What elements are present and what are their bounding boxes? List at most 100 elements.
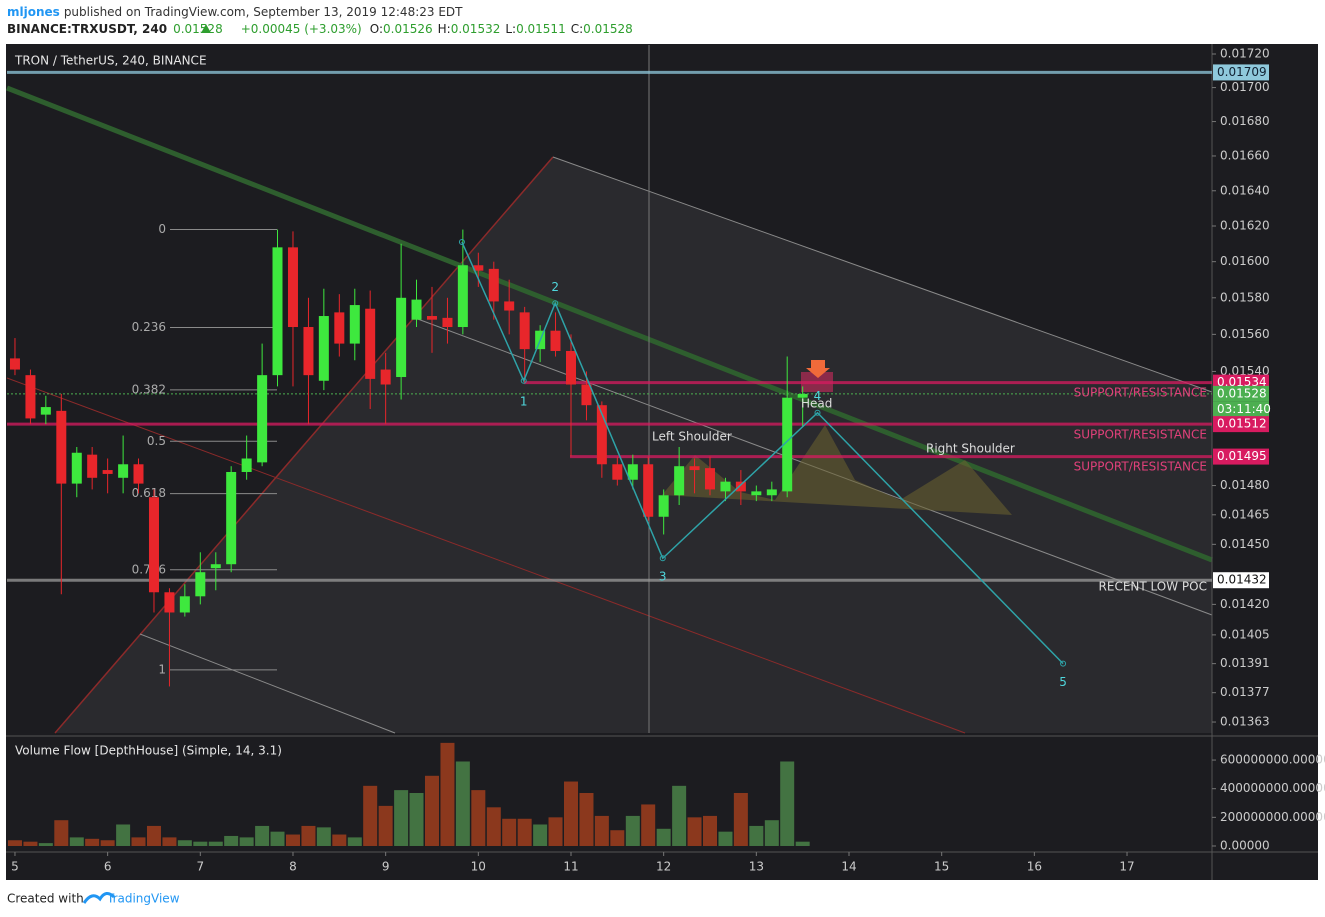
- ohlc-value: 0.01511: [516, 22, 566, 36]
- candle-body: [118, 464, 129, 478]
- x-tick-label: 15: [934, 860, 949, 874]
- fib-label: 0.786: [132, 562, 166, 576]
- volume-bar: [332, 834, 347, 846]
- header-line: mljones published on TradingView.com, Sep…: [7, 5, 463, 19]
- volume-bar: [780, 761, 795, 846]
- candle-body: [751, 491, 762, 496]
- x-tick-label: 7: [196, 860, 204, 874]
- wave-point: [520, 377, 527, 384]
- ohlc-label: L:: [505, 22, 516, 36]
- trend-line: [139, 633, 396, 734]
- wave-line: [461, 241, 1064, 665]
- brand-logo: [82, 892, 116, 904]
- y-tick-label: 0.01600: [1220, 254, 1270, 268]
- y-tick-label: 0.01480: [1220, 478, 1270, 492]
- candle-body: [179, 596, 190, 613]
- candle-body: [210, 564, 221, 569]
- candle-body: [442, 317, 453, 328]
- volume-bar: [424, 775, 439, 846]
- footer-brand[interactable]: TradingView: [106, 892, 180, 906]
- price-tag-label: 0.01432: [1217, 573, 1267, 587]
- volume-bar: [131, 837, 146, 846]
- y-tick-label: 0.01560: [1220, 327, 1270, 341]
- pane-title: Volume Flow [DepthHouse] (Simple, 14, 3.…: [15, 744, 282, 758]
- annotation: Left Shoulder: [652, 430, 732, 444]
- trend-line: [6, 85, 1213, 563]
- x-tick-label: 5: [11, 860, 19, 874]
- price-tag-label: 0.01534: [1217, 375, 1267, 389]
- annotation: Head: [801, 397, 832, 411]
- ohlc-label: O:: [370, 22, 383, 36]
- candle-body: [689, 466, 700, 471]
- candle-body: [720, 481, 731, 492]
- candle-body: [504, 301, 515, 311]
- y-tick-label: 600000000.00000: [1220, 753, 1325, 767]
- trend-line: [6, 377, 966, 734]
- volume-bar: [517, 818, 532, 846]
- volume-bar: [116, 824, 131, 846]
- annotation: SUPPORT/RESISTANCE: [1074, 460, 1207, 474]
- price-tag-label: 0.01495: [1217, 449, 1267, 463]
- ohlc-label: C:: [571, 22, 583, 36]
- countdown-tag: [1213, 401, 1269, 417]
- author[interactable]: mljones: [7, 5, 60, 19]
- candle-body: [550, 330, 561, 351]
- candle-body: [241, 458, 252, 472]
- volume-bar: [285, 834, 300, 846]
- change: +0.00045 (+3.03%): [241, 22, 362, 36]
- volume-bar: [162, 837, 177, 846]
- candle-body: [596, 405, 607, 465]
- fib-label: 0.382: [132, 382, 166, 396]
- volume-bar: [316, 827, 331, 846]
- volume-bar: [687, 817, 702, 846]
- y-tick-label: 0.01660: [1220, 148, 1270, 162]
- channel-fill: [55, 157, 1212, 733]
- wave-label: 1: [520, 394, 528, 408]
- candle-body: [488, 268, 499, 302]
- ohlc-value: 0.01532: [451, 22, 501, 36]
- candle-body: [457, 265, 468, 328]
- candle-body: [133, 464, 144, 484]
- volume-bar: [594, 815, 609, 846]
- y-tick-label: 0.01540: [1220, 364, 1270, 378]
- candle-body: [627, 464, 638, 480]
- volume-bar: [208, 841, 223, 846]
- candle-body: [349, 305, 360, 344]
- candle-body: [674, 466, 685, 496]
- x-tick-label: 17: [1119, 860, 1134, 874]
- candle-body: [164, 592, 175, 613]
- candle-body: [226, 471, 237, 565]
- volume-bar: [455, 761, 470, 846]
- candle-body: [411, 299, 422, 320]
- candle-body: [735, 481, 746, 492]
- volume-bar: [224, 835, 239, 846]
- candle-body: [40, 407, 51, 415]
- annotation: SUPPORT/RESISTANCE: [1074, 428, 1207, 442]
- y-tick-label: 0.01640: [1220, 183, 1270, 197]
- volume-bar: [177, 840, 192, 846]
- y-tick-label: 0.01620: [1220, 219, 1270, 233]
- volume-bar: [363, 785, 378, 846]
- candle-body: [473, 265, 484, 271]
- candle-body: [581, 384, 592, 406]
- candle-body: [519, 312, 530, 350]
- candle-body: [658, 495, 669, 517]
- volume-bar: [100, 840, 115, 846]
- wave-label: 5: [1059, 675, 1067, 689]
- trend-line: [54, 156, 554, 734]
- x-tick-label: 14: [841, 860, 856, 874]
- ohlc-value: 0.01528: [583, 22, 633, 36]
- volume-bar: [502, 818, 517, 846]
- volume-bar: [672, 785, 687, 846]
- candle-body: [380, 369, 391, 385]
- candle-body: [782, 397, 793, 492]
- wave-point: [814, 409, 821, 416]
- head-shoulders-shape: [662, 425, 1012, 515]
- price-tag: [1213, 416, 1269, 433]
- x-tick-label: 11: [563, 860, 578, 874]
- volume-bar: [641, 804, 656, 846]
- x-tick-label: 8: [289, 860, 297, 874]
- y-tick-label: 200000000.00000: [1220, 810, 1325, 824]
- candle-body: [257, 375, 268, 463]
- annotation: RECENT LOW POC: [1099, 580, 1207, 594]
